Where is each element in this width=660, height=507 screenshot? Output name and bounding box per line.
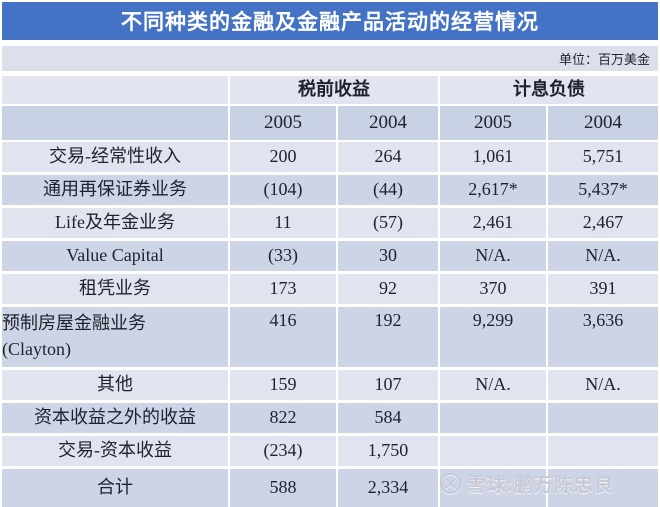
year-header: 2004 [338,106,438,140]
value-cell: 2,334 [338,469,438,507]
table-row: 资本收益之外的收益 822 584 [2,403,658,433]
row-label: 通用再保证券业务 [2,175,228,205]
value-cell: 391 [548,274,658,304]
value-cell: 3,636 [548,307,658,367]
value-cell [548,403,658,433]
group-header-row: 税前收益 计息负债 [2,76,658,104]
value-cell [440,403,546,433]
value-cell: 9,299 [440,307,546,367]
row-label: 交易-资本收益 [2,436,228,466]
value-cell: 173 [230,274,336,304]
value-cell: 200 [230,142,336,172]
value-cell: 11 [230,208,336,238]
group-header-debt: 计息负债 [440,76,658,104]
value-cell: 2,617* [440,175,546,205]
value-cell: 159 [230,370,336,400]
row-label: 资本收益之外的收益 [2,403,228,433]
table-row: Life及年金业务 11 (57) 2,461 2,467 [2,208,658,238]
value-cell [548,469,658,507]
value-cell: N/A. [548,370,658,400]
year-header: 2005 [230,106,336,140]
group-header-spacer [2,76,228,104]
value-cell [548,436,658,466]
value-cell: 2,461 [440,208,546,238]
unit-row: 单位：百万美金 [2,46,658,71]
value-cell: 584 [338,403,438,433]
row-label: Value Capital [2,241,228,271]
value-cell: 1,061 [440,142,546,172]
value-cell: N/A. [440,241,546,271]
table-row: 交易-资本收益 (234) 1,750 [2,436,658,466]
table-row: 预制房屋金融业务 (Clayton) 416 192 9,299 3,636 [2,307,658,367]
value-cell [440,436,546,466]
value-cell: (234) [230,436,336,466]
value-cell: 1,750 [338,436,438,466]
year-header-spacer [2,106,228,140]
row-label: 租凭业务 [2,274,228,304]
table-row: Value Capital (33) 30 N/A. N/A. [2,241,658,271]
value-cell: (57) [338,208,438,238]
value-cell: (44) [338,175,438,205]
group-header-pretax: 税前收益 [230,76,438,104]
value-cell: 588 [230,469,336,507]
year-header-row: 2005 2004 2005 2004 [2,106,658,140]
value-cell: 5,751 [548,142,658,172]
value-cell: 92 [338,274,438,304]
table-row: 通用再保证券业务 (104) (44) 2,617* 5,437* [2,175,658,205]
table-row: 其他 159 107 N/A. N/A. [2,370,658,400]
row-label: 合计 [2,469,228,507]
value-cell [440,469,546,507]
value-cell: 264 [338,142,438,172]
page-title: 不同种类的金融及金融产品活动的经营情况 [121,11,539,34]
value-cell: (104) [230,175,336,205]
value-cell: 822 [230,403,336,433]
value-cell: 370 [440,274,546,304]
row-label: 交易-经常性收入 [2,142,228,172]
row-label: 其他 [2,370,228,400]
table-row: 合计 588 2,334 [2,469,658,507]
row-label: Life及年金业务 [2,208,228,238]
row-label: 预制房屋金融业务 (Clayton) [2,307,228,367]
value-cell: N/A. [440,370,546,400]
year-header: 2005 [440,106,546,140]
year-header: 2004 [548,106,658,140]
title-bar: 不同种类的金融及金融产品活动的经营情况 [2,2,658,40]
table-row: 租凭业务 173 92 370 391 [2,274,658,304]
value-cell: 107 [338,370,438,400]
value-cell: (33) [230,241,336,271]
unit-label: 单位：百万美金 [558,52,650,67]
value-cell: N/A. [548,241,658,271]
value-cell: 5,437* [548,175,658,205]
value-cell: 416 [230,307,336,367]
value-cell: 30 [338,241,438,271]
table-row: 交易-经常性收入 200 264 1,061 5,751 [2,142,658,172]
value-cell: 2,467 [548,208,658,238]
value-cell: 192 [338,307,438,367]
